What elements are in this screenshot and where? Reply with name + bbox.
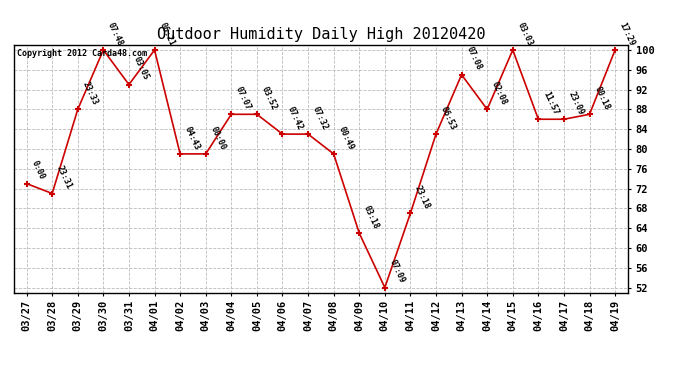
Text: 00:49: 00:49	[337, 124, 355, 151]
Text: 07:42: 07:42	[285, 105, 304, 131]
Text: 0:00: 0:00	[30, 159, 46, 181]
Text: 03:18: 03:18	[362, 204, 381, 230]
Text: 03:05: 03:05	[132, 56, 150, 82]
Text: 00:00: 00:00	[208, 124, 227, 151]
Text: 07:09: 07:09	[388, 258, 406, 285]
Text: 17:29: 17:29	[618, 21, 637, 47]
Text: 07:48: 07:48	[106, 21, 125, 47]
Text: 03:03: 03:03	[515, 21, 534, 47]
Text: 23:09: 23:09	[566, 90, 585, 117]
Text: 00:18: 00:18	[592, 85, 611, 111]
Text: 23:31: 23:31	[55, 164, 74, 191]
Text: 04:43: 04:43	[183, 124, 201, 151]
Text: 07:08: 07:08	[464, 45, 483, 72]
Title: Outdoor Humidity Daily High 20120420: Outdoor Humidity Daily High 20120420	[157, 27, 485, 42]
Text: 06:21: 06:21	[157, 21, 176, 47]
Text: 06:53: 06:53	[439, 105, 457, 131]
Text: 02:08: 02:08	[490, 80, 509, 106]
Text: 03:52: 03:52	[259, 85, 278, 111]
Text: 23:33: 23:33	[81, 80, 99, 106]
Text: 11:57: 11:57	[541, 90, 560, 117]
Text: 07:07: 07:07	[234, 85, 253, 111]
Text: Copyright 2012 Carda48.com: Copyright 2012 Carda48.com	[17, 49, 147, 58]
Text: 07:32: 07:32	[310, 105, 330, 131]
Text: 23:18: 23:18	[413, 184, 432, 210]
